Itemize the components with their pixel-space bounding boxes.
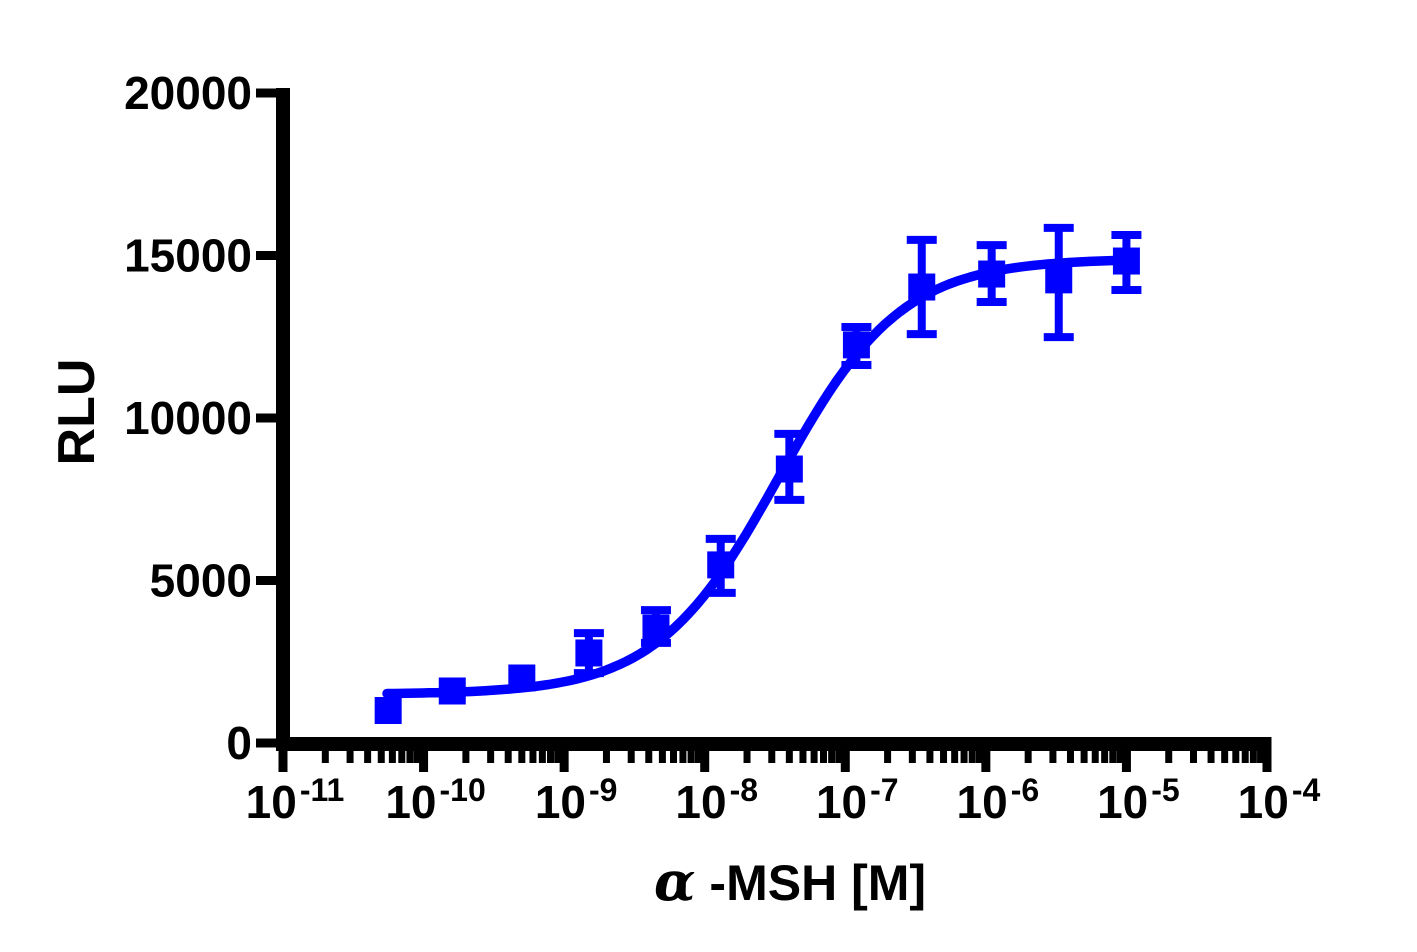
x-tick-label: 10-9 bbox=[535, 772, 618, 828]
data-point-square bbox=[438, 677, 466, 705]
x-tick-label: 10-11 bbox=[246, 772, 345, 828]
data-point-square bbox=[575, 639, 603, 667]
y-tick-label: 0 bbox=[226, 717, 252, 769]
data-point-square bbox=[642, 614, 670, 642]
x-tick-label: 10-5 bbox=[1097, 772, 1180, 828]
data-point-square bbox=[374, 697, 402, 724]
data-point-square bbox=[508, 664, 536, 692]
data-point-square bbox=[1045, 266, 1073, 294]
x-tick-label: 10-4 bbox=[1238, 772, 1321, 828]
y-tick-label: 10000 bbox=[124, 392, 252, 444]
data-point-square bbox=[707, 551, 735, 579]
y-tick-label: 15000 bbox=[124, 230, 252, 282]
y-tick-label: 5000 bbox=[150, 555, 252, 607]
data-point-square bbox=[775, 455, 803, 483]
data-point-square bbox=[978, 260, 1006, 288]
y-tick-label: 20000 bbox=[124, 67, 252, 119]
x-tick-label: 10-7 bbox=[816, 772, 899, 828]
data-point-square bbox=[842, 331, 870, 359]
x-axis-title: α -MSH [M] bbox=[654, 849, 926, 913]
data-point-square bbox=[1112, 247, 1140, 275]
data-point-square bbox=[908, 273, 936, 301]
fit-curve bbox=[382, 255, 1130, 699]
x-tick-label: 10-8 bbox=[675, 772, 758, 828]
y-axis-title: RLU bbox=[48, 359, 106, 466]
x-tick-label: 10-6 bbox=[957, 772, 1040, 828]
x-tick-label: 10-10 bbox=[385, 772, 485, 828]
